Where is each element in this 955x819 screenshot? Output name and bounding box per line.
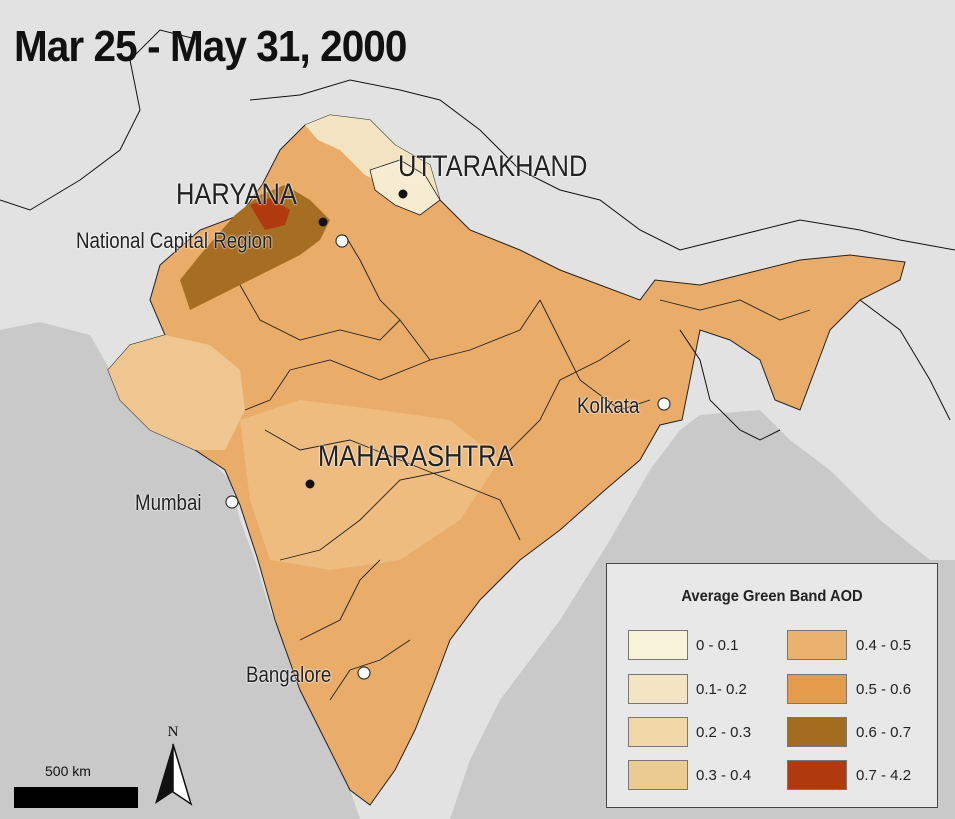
- city-label-ncr: National Capital Region: [76, 228, 273, 253]
- legend-label-2: 0.1- 0.2: [696, 681, 747, 698]
- legend-label-4: 0.3 - 0.4: [696, 767, 752, 784]
- uttarakhand-region: [369, 159, 441, 216]
- legend-label-8: 0.7 - 4.2: [856, 767, 912, 784]
- city-label-mumbai: Mumbai: [135, 490, 202, 515]
- ncr-marker: [335, 234, 349, 248]
- north-label: N: [168, 724, 179, 740]
- state-borders: [239, 234, 811, 701]
- city-label-bangalore: Bangalore: [246, 662, 332, 687]
- legend-label-5: 0.4 - 0.5: [856, 637, 912, 654]
- scale-bar: [14, 787, 138, 808]
- legend-swatch-4: [628, 760, 688, 790]
- legend-swatch-6: [787, 674, 847, 704]
- city-label-kolkata: Kolkata: [577, 393, 640, 418]
- very-high-aod-region: [250, 198, 290, 230]
- mumbai-marker: [225, 495, 239, 509]
- state-label-maharashtra: MAHARASHTRA: [318, 440, 514, 473]
- sri-lanka: [420, 760, 455, 819]
- map-title: Mar 25 - May 31, 2000: [14, 22, 407, 71]
- haryana-point: [318, 217, 328, 227]
- legend-swatch-3: [628, 717, 688, 747]
- legend-swatch-7: [787, 717, 847, 747]
- legend-label-3: 0.2 - 0.3: [696, 724, 752, 741]
- central-region: [240, 400, 500, 570]
- kolkata-marker: [657, 397, 671, 411]
- legend-swatch-1: [628, 630, 688, 660]
- map-legend: Average Green Band AOD 0 - 0.1 0.1- 0.2 …: [606, 563, 938, 808]
- state-label-haryana: HARYANA: [176, 178, 297, 211]
- legend-swatch-2: [628, 674, 688, 704]
- legend-swatch-5: [787, 630, 847, 660]
- bangalore-marker: [357, 666, 371, 680]
- gujarat-region: [108, 335, 245, 450]
- uttarakhand-point: [398, 189, 408, 199]
- legend-label-7: 0.6 - 0.7: [856, 724, 912, 741]
- legend-label-1: 0 - 0.1: [696, 637, 739, 654]
- scale-bar-label: 500 km: [45, 763, 91, 779]
- high-aod-region: [180, 185, 330, 310]
- north-arrow-icon: N: [155, 724, 193, 806]
- international-borders: [0, 29, 955, 441]
- arabian-sea: [0, 322, 360, 819]
- legend-title: Average Green Band AOD: [681, 588, 863, 605]
- state-label-uttarakhand: UTTARAKHAND: [398, 150, 588, 183]
- legend-label-6: 0.5 - 0.6: [856, 681, 912, 698]
- legend-swatch-8: [787, 760, 847, 790]
- maharashtra-point: [305, 479, 315, 489]
